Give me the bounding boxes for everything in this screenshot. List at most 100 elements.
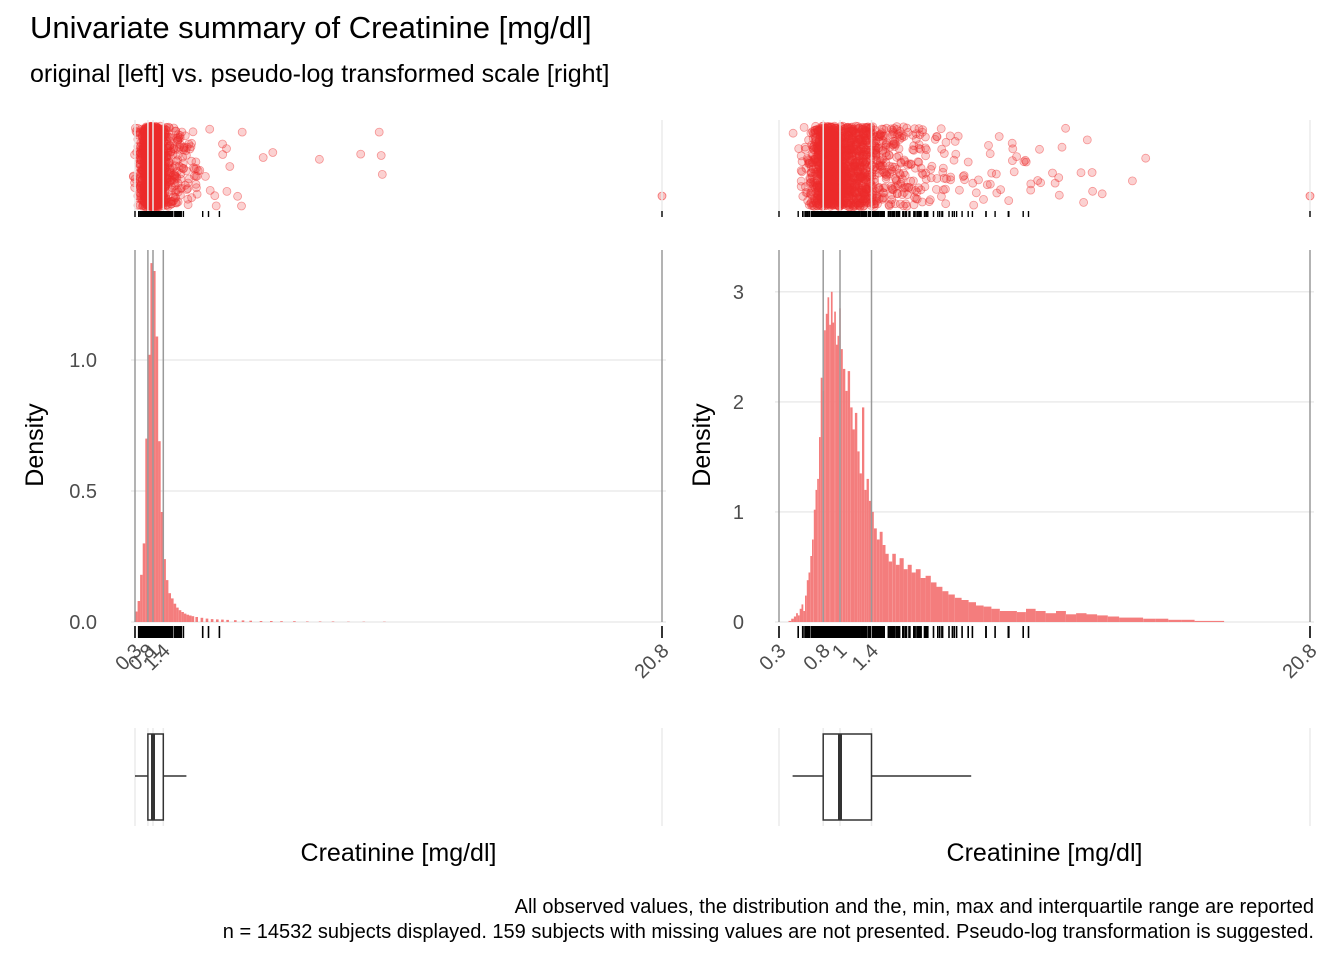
- jitter-point: [159, 156, 169, 166]
- jitter-point: [168, 170, 178, 180]
- jitter-point: [153, 195, 163, 205]
- jitter-point: [160, 163, 170, 173]
- jitter-point: [165, 158, 175, 168]
- jitter-point: [258, 153, 268, 162]
- jitter-point: [1076, 168, 1086, 178]
- jitter-point: [149, 178, 159, 188]
- jitter-point: [953, 131, 963, 141]
- histogram-bar: [191, 616, 195, 622]
- jitter-point: [173, 136, 183, 146]
- jitter-point: [151, 187, 161, 196]
- jitter-point: [184, 174, 194, 184]
- jitter-point: [174, 134, 184, 144]
- jitter-point: [926, 164, 936, 174]
- jitter-point: [1021, 157, 1031, 167]
- jitter-point: [173, 155, 183, 165]
- jitter-point: [151, 151, 161, 161]
- jitter-point: [184, 139, 194, 149]
- jitter-point: [178, 158, 188, 168]
- page-subtitle: original [left] vs. pseudo-log transform…: [30, 60, 610, 88]
- jitter-point: [913, 157, 923, 167]
- x-tick-label: 20.8: [630, 640, 673, 683]
- jitter-point: [180, 131, 190, 141]
- histogram-bar: [173, 603, 177, 622]
- jitter-point: [982, 180, 992, 190]
- jitter-point: [135, 160, 145, 169]
- jitter-point: [170, 192, 180, 202]
- jitter-point: [872, 156, 881, 166]
- jitter-point: [1128, 176, 1137, 186]
- jitter-point: [189, 171, 199, 181]
- histogram-bar: [200, 617, 204, 622]
- jitter-point: [233, 191, 243, 201]
- jitter-point: [151, 135, 161, 145]
- jitter-point: [830, 183, 840, 193]
- jitter-point: [850, 141, 860, 151]
- jitter-point: [932, 132, 941, 141]
- jitter-point: [172, 133, 182, 143]
- jitter-point: [138, 201, 147, 211]
- jitter-point: [185, 144, 195, 154]
- histogram-bar: [186, 614, 189, 622]
- jitter-point: [153, 193, 163, 203]
- jitter-point: [136, 194, 145, 204]
- jitter-point: [862, 136, 872, 146]
- jitter-point: [796, 151, 806, 161]
- jitter-point: [155, 124, 165, 134]
- jitter-point: [151, 145, 161, 155]
- jitter-point: [174, 144, 183, 154]
- jitter-point: [176, 184, 186, 194]
- jitter-point: [936, 124, 946, 134]
- jitter-point: [155, 150, 165, 160]
- jitter-point: [135, 177, 145, 187]
- jitter-point: [188, 127, 198, 137]
- histogram-bar: [178, 610, 182, 622]
- jitter-point: [225, 162, 235, 171]
- jitter-point: [181, 146, 191, 156]
- jitter-point: [153, 196, 163, 206]
- jitter-point: [1141, 153, 1151, 163]
- jitter-point: [149, 163, 159, 173]
- jitter-point: [151, 201, 161, 211]
- jitter-point: [151, 129, 161, 139]
- jitter-point: [165, 163, 175, 173]
- histogram-bar: [137, 601, 141, 622]
- jitter-point: [887, 195, 897, 205]
- jitter-point: [149, 177, 159, 186]
- histogram-bar: [249, 620, 252, 622]
- jitter-point: [879, 168, 889, 178]
- jitter-point: [138, 135, 148, 145]
- jitter-point: [828, 124, 838, 134]
- jitter-point: [237, 127, 247, 137]
- jitter-point: [1057, 142, 1067, 152]
- histogram-bar: [318, 621, 322, 622]
- histogram-bar: [189, 615, 192, 622]
- y-axis-label: Density: [21, 403, 49, 487]
- jitter-point: [153, 152, 163, 162]
- jitter-point: [925, 195, 935, 205]
- jitter-point: [149, 159, 159, 169]
- histogram-bar: [270, 621, 273, 622]
- jitter-point: [142, 178, 152, 188]
- y-tick-label: 0.0: [69, 612, 97, 634]
- jitter-point: [153, 192, 163, 202]
- jitter-point: [881, 140, 891, 150]
- jitter-point: [136, 141, 146, 151]
- jitter-point: [154, 202, 163, 211]
- jitter-point: [138, 147, 148, 157]
- histogram-bar: [293, 621, 296, 622]
- jitter-point: [377, 169, 387, 179]
- jitter-point: [149, 201, 159, 211]
- jitter-point: [921, 132, 930, 142]
- jitter-point: [853, 181, 862, 191]
- jitter-point: [151, 171, 161, 181]
- jitter-point: [1004, 196, 1014, 206]
- histogram-bar: [195, 617, 198, 622]
- jitter-point: [183, 200, 193, 210]
- jitter-point: [314, 154, 324, 164]
- jitter-point: [140, 198, 150, 208]
- jitter-point: [268, 148, 278, 157]
- jitter-point: [984, 140, 993, 150]
- jitter-point: [167, 185, 177, 195]
- jitter-point: [807, 172, 817, 181]
